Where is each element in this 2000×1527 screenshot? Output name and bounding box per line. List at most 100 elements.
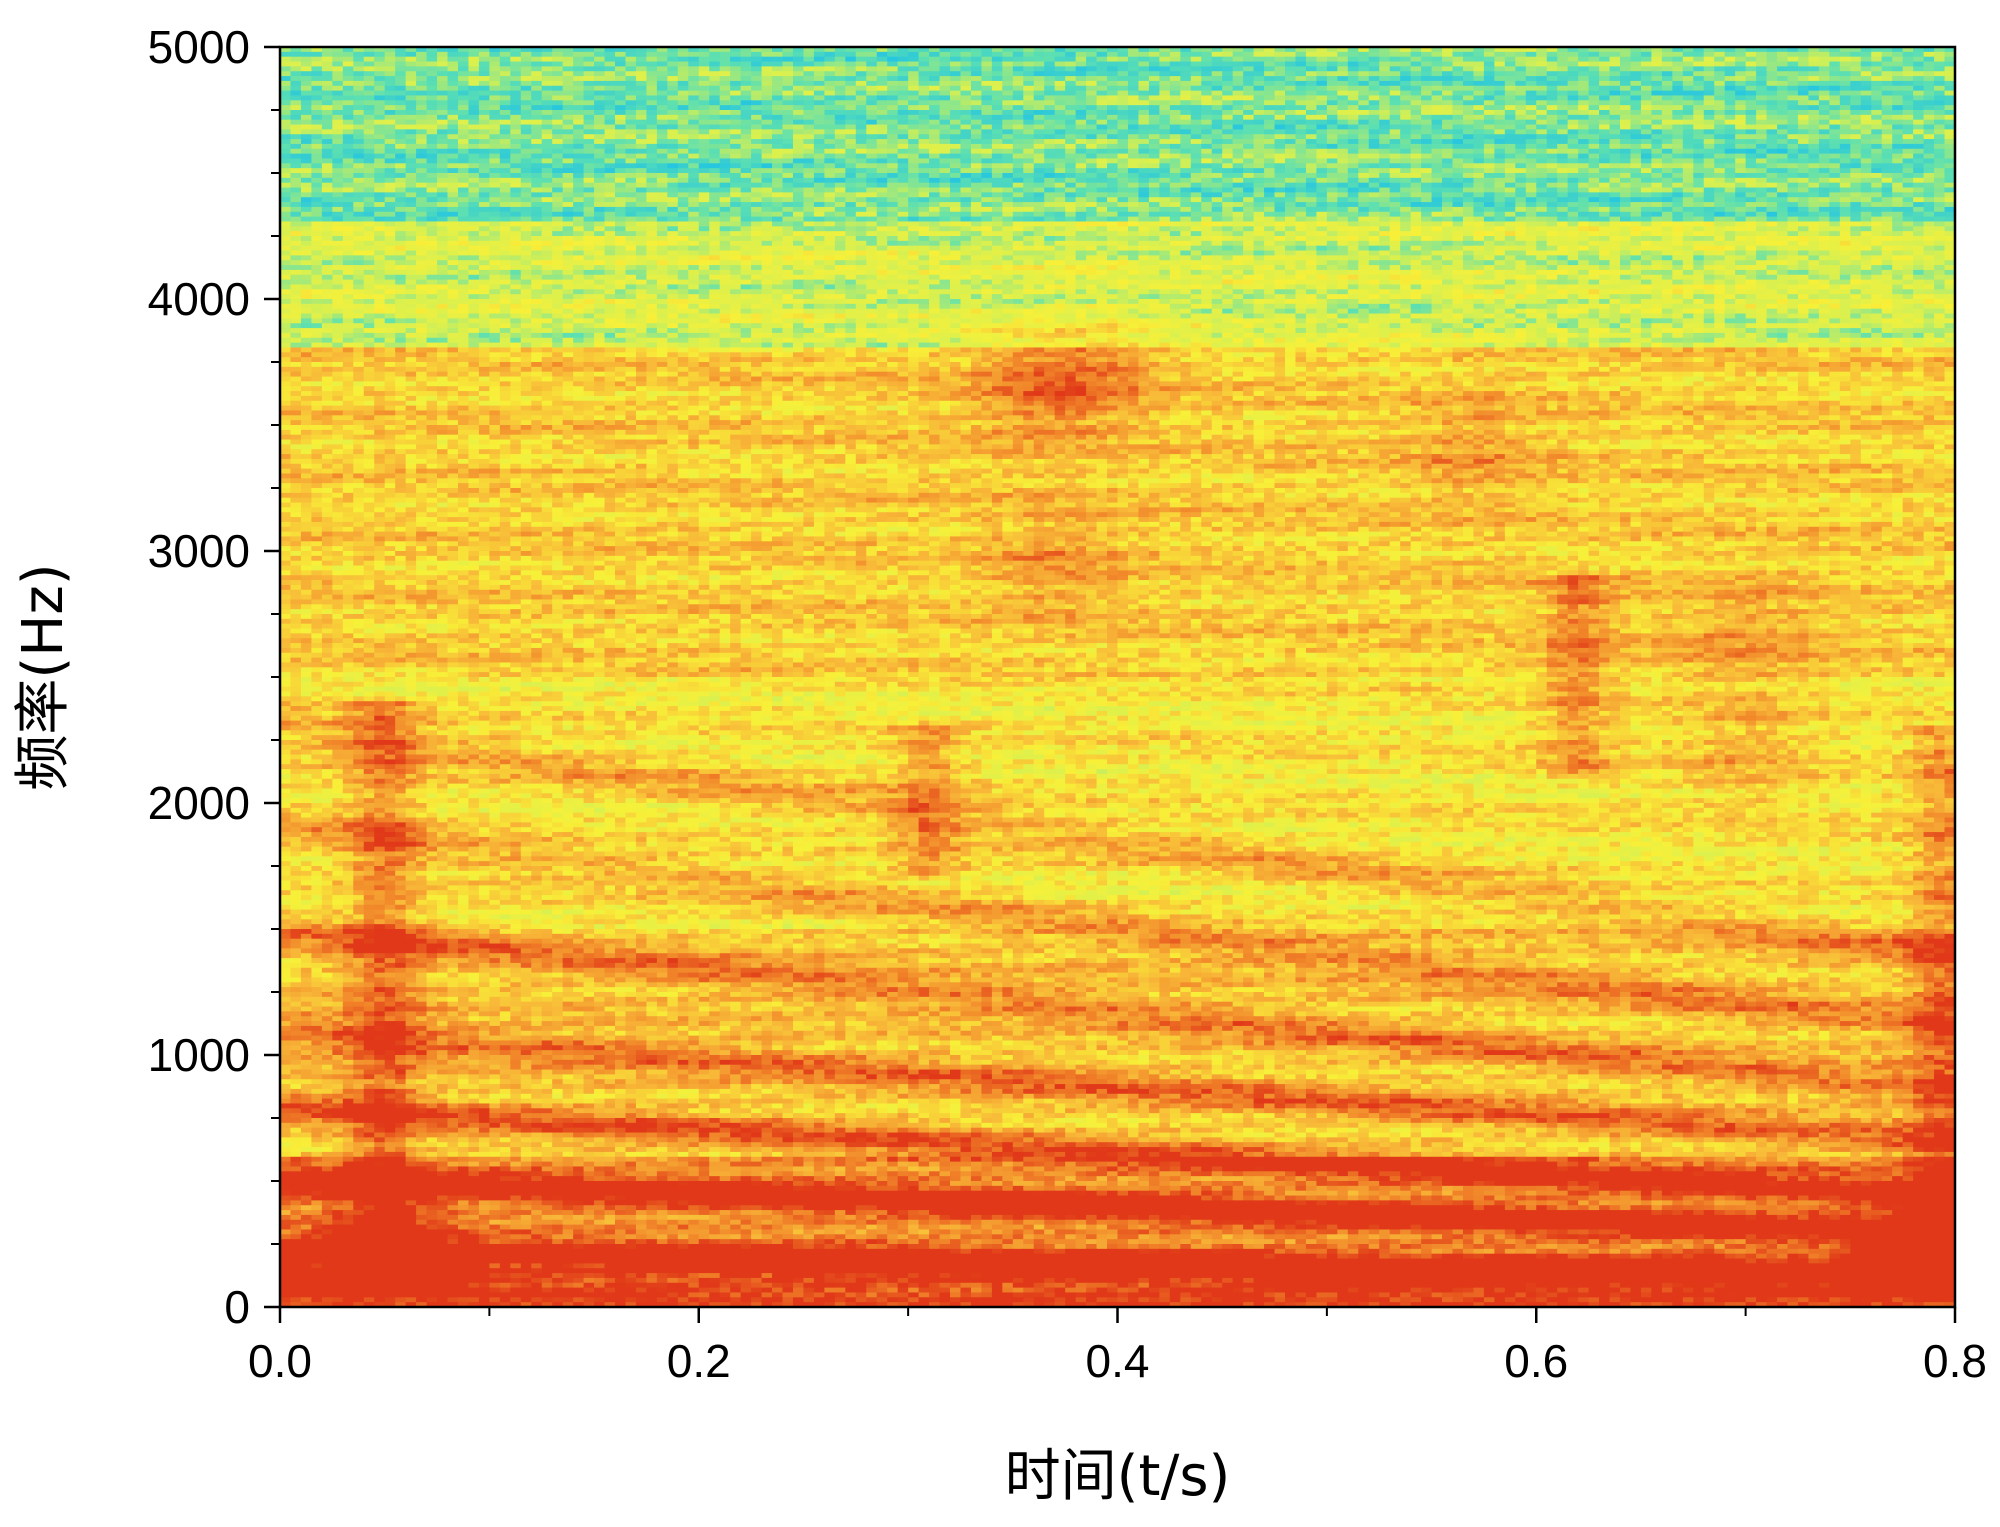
heatmap-cell: [552, 125, 563, 131]
heatmap-cell: [1547, 105, 1558, 111]
heatmap-cell: [1065, 100, 1076, 106]
heatmap-cell: [542, 115, 553, 121]
heatmap-cell: [1526, 120, 1537, 126]
heatmap-cell: [971, 52, 982, 58]
heatmap-cell: [1840, 71, 1851, 77]
heatmap-cell: [1683, 95, 1694, 101]
heatmap-cell: [1934, 62, 1945, 68]
heatmap-cell: [1829, 86, 1840, 92]
heatmap-cell: [1191, 76, 1202, 82]
heatmap-cell: [1358, 144, 1369, 150]
heatmap-cell: [1107, 144, 1118, 150]
heatmap-cell: [1275, 144, 1286, 150]
heatmap-cell: [406, 120, 417, 126]
heatmap-cell: [1599, 81, 1610, 87]
heatmap-cell: [835, 52, 846, 58]
heatmap-cell: [1578, 57, 1589, 63]
heatmap-cell: [1641, 66, 1652, 72]
heatmap-cell: [1924, 57, 1935, 63]
heatmap-cell: [960, 76, 971, 82]
heatmap-cell: [1285, 144, 1296, 150]
heatmap-cell: [992, 81, 1003, 87]
heatmap-cell: [1327, 57, 1338, 63]
heatmap-cell: [1275, 76, 1286, 82]
heatmap-cell: [1829, 144, 1840, 150]
heatmap-cell: [510, 105, 521, 111]
heatmap-cell: [1871, 71, 1882, 77]
heatmap-cell: [489, 76, 500, 82]
heatmap-cell: [1421, 52, 1432, 58]
heatmap-cell: [1819, 57, 1830, 63]
heatmap-cell: [1473, 57, 1484, 63]
heatmap-cell: [845, 76, 856, 82]
heatmap-cell: [605, 66, 616, 72]
heatmap-cell: [1201, 52, 1212, 58]
heatmap-cell: [1704, 86, 1715, 92]
heatmap-cell: [887, 57, 898, 63]
heatmap-cell: [1777, 134, 1788, 140]
heatmap-cell: [1903, 110, 1914, 116]
heatmap-cell: [1055, 66, 1066, 72]
heatmap-cell: [772, 76, 783, 82]
heatmap-cell: [678, 110, 689, 116]
heatmap-cell: [929, 57, 940, 63]
heatmap-cell: [322, 154, 333, 160]
heatmap-cell: [919, 139, 930, 145]
heatmap-cell: [1243, 105, 1254, 111]
heatmap-cell: [1013, 95, 1024, 101]
heatmap-cell: [1055, 57, 1066, 63]
heatmap-cell: [1913, 100, 1924, 106]
heatmap-cell: [584, 139, 595, 145]
heatmap-cell: [1599, 76, 1610, 82]
heatmap-cell: [427, 120, 438, 126]
heatmap-cell: [835, 120, 846, 126]
heatmap-cell: [1002, 71, 1013, 77]
heatmap-cell: [678, 149, 689, 155]
heatmap-cell: [1704, 52, 1715, 58]
heatmap-cell: [301, 110, 312, 116]
heatmap-cell: [1892, 81, 1903, 87]
heatmap-cell: [1107, 86, 1118, 92]
heatmap-cell: [1767, 66, 1778, 72]
heatmap-cell: [845, 149, 856, 155]
heatmap-cell: [720, 62, 731, 68]
heatmap-cell: [1536, 110, 1547, 116]
heatmap-cell: [1693, 57, 1704, 63]
heatmap-cell: [1243, 120, 1254, 126]
heatmap-cell: [625, 149, 636, 155]
heatmap-cell: [332, 95, 343, 101]
heatmap-cell: [1903, 52, 1914, 58]
heatmap-cell: [563, 86, 574, 92]
heatmap-cell: [280, 91, 291, 97]
heatmap-cell: [332, 149, 343, 155]
heatmap-cell: [1798, 129, 1809, 135]
heatmap-cell: [343, 52, 354, 58]
heatmap-cell: [730, 95, 741, 101]
heatmap-cell: [751, 76, 762, 82]
heatmap-cell: [699, 129, 710, 135]
heatmap-cell: [1076, 91, 1087, 97]
heatmap-cell: [1693, 115, 1704, 121]
heatmap-cell: [364, 81, 375, 87]
heatmap-cell: [1065, 66, 1076, 72]
heatmap-cell: [1746, 100, 1757, 106]
heatmap-cell: [772, 57, 783, 63]
heatmap-cell: [919, 95, 930, 101]
heatmap-cell: [741, 91, 752, 97]
heatmap-cell: [845, 105, 856, 111]
heatmap-cell: [699, 71, 710, 77]
heatmap-cell: [1128, 139, 1139, 145]
heatmap-cell: [1180, 144, 1191, 150]
heatmap-cell: [1913, 62, 1924, 68]
heatmap-cell: [1149, 57, 1160, 63]
heatmap-cell: [395, 76, 406, 82]
heatmap-cell: [1610, 76, 1621, 82]
heatmap-cell: [290, 76, 301, 82]
heatmap-cell: [1484, 125, 1495, 131]
heatmap-cell: [678, 76, 689, 82]
heatmap-cell: [1568, 81, 1579, 87]
heatmap-cell: [1463, 110, 1474, 116]
heatmap-cell: [709, 139, 720, 145]
heatmap-cell: [1903, 71, 1914, 77]
heatmap-cell: [1672, 66, 1683, 72]
